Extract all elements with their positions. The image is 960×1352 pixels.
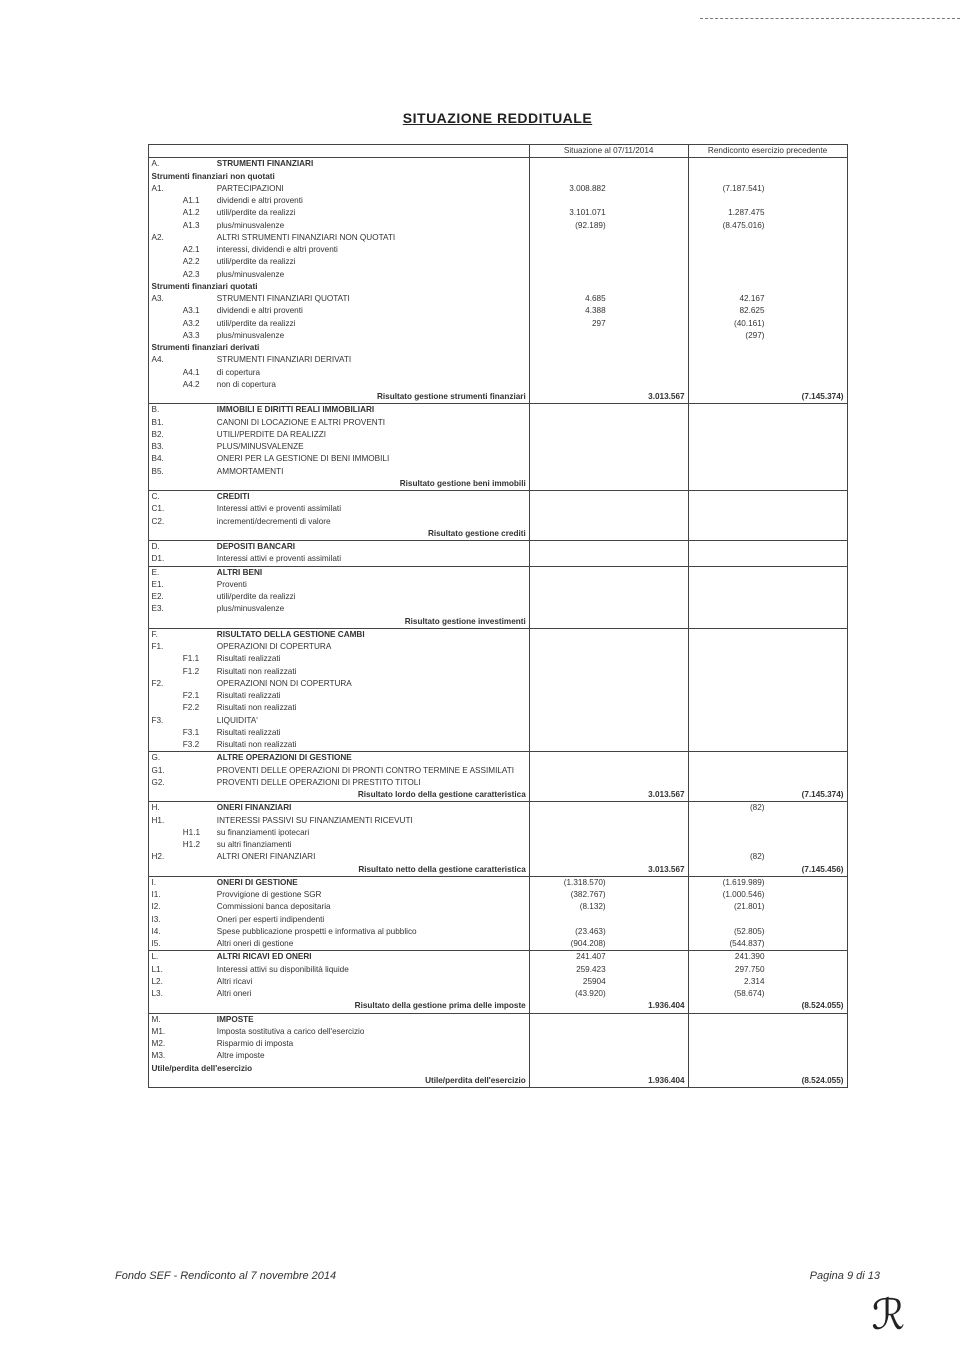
table-row: F1.OPERAZIONI DI COPERTURA	[148, 641, 847, 653]
table-row: Risultato lordo della gestione caratteri…	[148, 789, 847, 802]
table-row: Risultato gestione investimenti	[148, 616, 847, 629]
table-row: Utile/perdita dell'esercizio	[148, 1063, 847, 1075]
table-row: C1.Interessi attivi e proventi assimilat…	[148, 503, 847, 515]
table-row: Strumenti finanziari derivati	[148, 342, 847, 354]
table-row: Strumenti finanziari quotati	[148, 281, 847, 293]
table-row: G1.PROVENTI DELLE OPERAZIONI DI PRONTI C…	[148, 765, 847, 777]
table-row: F1.2Risultati non realizzati	[148, 666, 847, 678]
table-row: B4.ONERI PER LA GESTIONE DI BENI IMMOBIL…	[148, 453, 847, 465]
table-row: F3.1Risultati realizzati	[148, 727, 847, 739]
table-row: A3.2utili/perdite da realizzi297(40.161)	[148, 318, 847, 330]
signature-icon: ℛ	[871, 1290, 905, 1340]
footer-left: Fondo SEF - Rendiconto al 7 novembre 201…	[115, 1270, 336, 1282]
table-row: L.ALTRI RICAVI ED ONERI241.407241.390	[148, 951, 847, 964]
table-header: Situazione al 07/11/2014 Rendiconto eser…	[148, 145, 847, 158]
table-row: A4.STRUMENTI FINANZIARI DERIVATI	[148, 354, 847, 366]
page-footer: Fondo SEF - Rendiconto al 7 novembre 201…	[115, 1270, 880, 1282]
table-row: H2.ALTRI ONERI FINANZIARI(82)	[148, 851, 847, 863]
page: SITUAZIONE REDDITUALE Situazione al 07/1…	[0, 0, 960, 1352]
income-statement-table: Situazione al 07/11/2014 Rendiconto eser…	[148, 144, 848, 1088]
table-row: G.ALTRE OPERAZIONI DI GESTIONE	[148, 752, 847, 765]
col-header-current: Situazione al 07/11/2014	[529, 145, 688, 158]
table-row: M1.Imposta sostitutiva a carico dell'ese…	[148, 1026, 847, 1038]
table-row: F2.OPERAZIONI NON DI COPERTURA	[148, 678, 847, 690]
page-title: SITUAZIONE REDDITUALE	[115, 110, 880, 126]
table-row: A4.1di copertura	[148, 367, 847, 379]
table-row: M2.Risparmio di imposta	[148, 1038, 847, 1050]
table-row: B2.UTILI/PERDITE DA REALIZZI	[148, 429, 847, 441]
table-row: I2.Commissioni banca depositaria(8.132)(…	[148, 901, 847, 913]
table-row: L3.Altri oneri(43.920)(58.674)	[148, 988, 847, 1000]
table-row: A2.3plus/minusvalenze	[148, 269, 847, 281]
table-row: A2.2utili/perdite da realizzi	[148, 256, 847, 268]
table-row: B.IMMOBILI E DIRITTI REALI IMMOBILIARI	[148, 404, 847, 417]
table-row: I5.Altri oneri di gestione(904.208)(544.…	[148, 938, 847, 951]
table-row: G2.PROVENTI DELLE OPERAZIONI DI PRESTITO…	[148, 777, 847, 789]
table-row: I.ONERI DI GESTIONE(1.318.570)(1.619.989…	[148, 876, 847, 889]
table-row: M.IMPOSTE	[148, 1013, 847, 1026]
table-row: Risultato netto della gestione caratteri…	[148, 864, 847, 877]
table-row: F.RISULTATO DELLA GESTIONE CAMBI	[148, 628, 847, 641]
table-row: E1.Proventi	[148, 579, 847, 591]
table-row: I4.Spese pubblicazione prospetti e infor…	[148, 926, 847, 938]
table-row: F1.1Risultati realizzati	[148, 653, 847, 665]
table-row: A1.1dividendi e altri proventi	[148, 195, 847, 207]
table-row: A1.2utili/perdite da realizzi3.101.0711.…	[148, 207, 847, 219]
table-row: B1.CANONI DI LOCAZIONE E ALTRI PROVENTI	[148, 417, 847, 429]
table-row: H1.INTERESSI PASSIVI SU FINANZIAMENTI RI…	[148, 815, 847, 827]
table-row: C.CREDITI	[148, 491, 847, 504]
table-row: B5.AMMORTAMENTI	[148, 466, 847, 478]
table-row: A1.PARTECIPAZIONI3.008.882(7.187.541)	[148, 183, 847, 195]
table-row: H.ONERI FINANZIARI(82)	[148, 802, 847, 815]
table-row: A3.STRUMENTI FINANZIARI QUOTATI4.68542.1…	[148, 293, 847, 305]
table-row: F3.LIQUIDITA'	[148, 715, 847, 727]
table-row: Utile/perdita dell'esercizio1.936.404(8.…	[148, 1075, 847, 1088]
table-row: H1.2su altri finanziamenti	[148, 839, 847, 851]
table-row: E3.plus/minusvalenze	[148, 603, 847, 615]
table-row: Risultato gestione beni immobili	[148, 478, 847, 491]
table-row: E2.utili/perdite da realizzi	[148, 591, 847, 603]
table-row: C2.incrementi/decrementi di valore	[148, 516, 847, 528]
table-row: M3.Altre imposte	[148, 1050, 847, 1062]
table-row: I3.Oneri per esperti indipendenti	[148, 914, 847, 926]
table-row: A4.2non di copertura	[148, 379, 847, 391]
footer-right: Pagina 9 di 13	[810, 1270, 880, 1282]
table-row: L2.Altri ricavi259042.314	[148, 976, 847, 988]
table-row: Risultato gestione crediti	[148, 528, 847, 541]
table-row: Risultato della gestione prima delle imp…	[148, 1000, 847, 1013]
table-row: A.STRUMENTI FINANZIARI	[148, 158, 847, 171]
table-row: F2.1Risultati realizzati	[148, 690, 847, 702]
table-body: A.STRUMENTI FINANZIARIStrumenti finanzia…	[148, 158, 847, 1088]
table-row: L1.Interessi attivi su disponibilità liq…	[148, 964, 847, 976]
table-row: B3.PLUS/MINUSVALENZE	[148, 441, 847, 453]
table-row: D.DEPOSITI BANCARI	[148, 541, 847, 554]
table-row: A3.1dividendi e altri proventi4.38882.62…	[148, 305, 847, 317]
table-row: E.ALTRI BENI	[148, 566, 847, 579]
table-row: F2.2Risultati non realizzati	[148, 702, 847, 714]
table-row: A2.1interessi, dividendi e altri provent…	[148, 244, 847, 256]
scan-artifact	[700, 18, 960, 25]
table-row: A3.3plus/minusvalenze(297)	[148, 330, 847, 342]
table-row: Strumenti finanziari non quotati	[148, 171, 847, 183]
table-row: Risultato gestione strumenti finanziari3…	[148, 391, 847, 404]
table-row: F3.2Risultati non realizzati	[148, 739, 847, 752]
col-header-prev: Rendiconto esercizio precedente	[688, 145, 847, 158]
table-row: I1.Provvigione di gestione SGR(382.767)(…	[148, 889, 847, 901]
table-row: H1.1su finanziamenti ipotecari	[148, 827, 847, 839]
table-row: D1.Interessi attivi e proventi assimilat…	[148, 553, 847, 566]
table-row: A1.3plus/minusvalenze(92.189)(8.475.016)	[148, 220, 847, 232]
table-row: A2.ALTRI STRUMENTI FINANZIARI NON QUOTAT…	[148, 232, 847, 244]
